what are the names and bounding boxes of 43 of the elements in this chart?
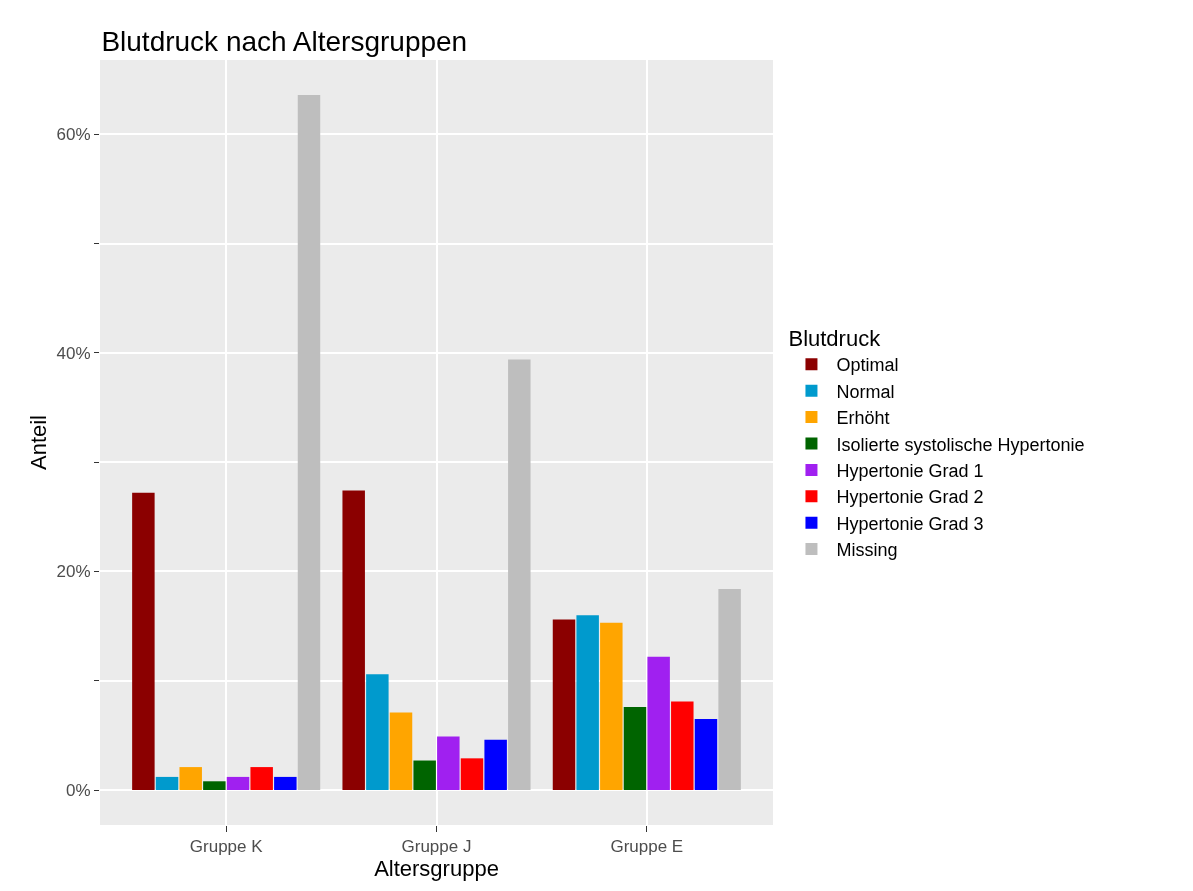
x-tick-label: Gruppe J bbox=[401, 837, 472, 857]
bar bbox=[508, 359, 531, 791]
bar bbox=[155, 776, 179, 791]
bar bbox=[250, 767, 273, 791]
bar bbox=[274, 776, 297, 791]
bar bbox=[623, 706, 647, 791]
legend-label: Normal bbox=[836, 381, 895, 402]
y-tick-label: 20% bbox=[56, 562, 91, 582]
bar bbox=[413, 760, 436, 791]
x-axis-title: Altersgruppe bbox=[374, 856, 499, 882]
bar bbox=[647, 656, 670, 791]
bar bbox=[389, 712, 413, 791]
y-tick-label: 60% bbox=[56, 125, 91, 145]
legend-label: Hypertonie Grad 1 bbox=[836, 460, 984, 481]
legend-label: Hypertonie Grad 2 bbox=[836, 487, 984, 508]
bar bbox=[600, 622, 623, 791]
x-tick-label: Gruppe E bbox=[610, 837, 684, 857]
legend-label: Missing bbox=[836, 540, 898, 561]
chart-title: Blutdruck nach Altersgruppen bbox=[101, 25, 468, 57]
bar bbox=[484, 739, 507, 791]
y-tick-label: 40% bbox=[56, 343, 91, 363]
legend-label: Isolierte systolische Hypertonie bbox=[836, 434, 1085, 455]
legend-label: Optimal bbox=[836, 355, 899, 376]
bar bbox=[132, 492, 155, 791]
y-axis-title: Anteil bbox=[26, 414, 51, 471]
bar bbox=[437, 736, 460, 791]
bar bbox=[179, 767, 202, 791]
y-tick-label: 0% bbox=[66, 780, 91, 800]
legend-title: Blutdruck bbox=[788, 326, 882, 352]
bar bbox=[671, 701, 694, 791]
bar bbox=[694, 718, 718, 791]
bar bbox=[460, 758, 484, 791]
bar bbox=[718, 588, 741, 791]
bar bbox=[203, 781, 226, 791]
x-tick-label: Gruppe K bbox=[189, 837, 264, 857]
bar bbox=[342, 490, 365, 791]
bar bbox=[576, 615, 599, 791]
legend-label: Hypertonie Grad 3 bbox=[836, 513, 984, 534]
bar bbox=[226, 776, 250, 791]
bar bbox=[552, 619, 576, 791]
bar bbox=[297, 94, 321, 791]
legend-label: Erhöht bbox=[836, 408, 890, 429]
bar bbox=[366, 674, 389, 791]
